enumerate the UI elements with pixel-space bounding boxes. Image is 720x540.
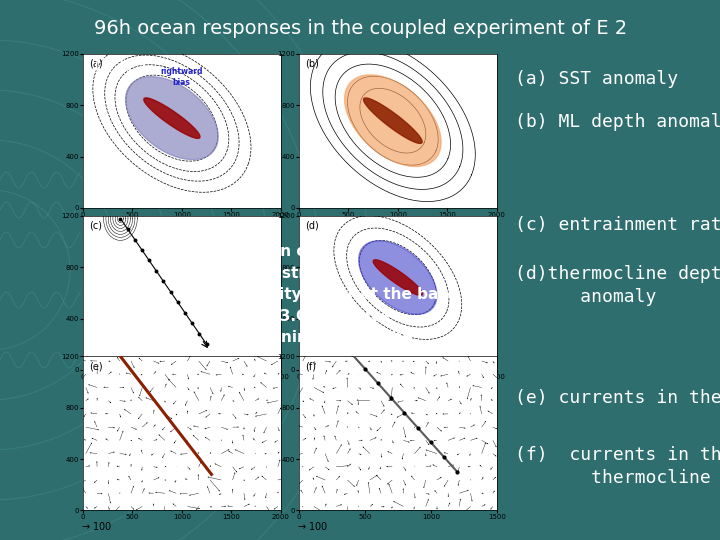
Text: (f): (f)	[305, 361, 316, 371]
Text: (b) ML depth anomaly: (b) ML depth anomaly	[515, 113, 720, 131]
Polygon shape	[373, 260, 423, 295]
Text: (E2C): (E2C)	[94, 57, 147, 76]
Text: (c) entrainment rate: (c) entrainment rate	[515, 216, 720, 234]
Text: (d)thermocline depth
      anomaly: (d)thermocline depth anomaly	[515, 265, 720, 306]
Text: (e) currents in the ML: (e) currents in the ML	[515, 389, 720, 407]
Polygon shape	[125, 77, 218, 160]
Text: (c): (c)	[89, 221, 102, 231]
Text: (b): (b)	[305, 59, 319, 69]
Text: (d): (d)	[305, 221, 318, 231]
Text: Function of
1.Wind stress
2.Velocity shear at the base
of ML   3.Convective
over: Function of 1.Wind stress 2.Velocity she…	[217, 244, 457, 346]
Polygon shape	[144, 98, 200, 138]
Polygon shape	[345, 75, 441, 166]
Text: (e): (e)	[89, 361, 102, 371]
Text: $\overrightarrow{\;\;\;}$ 100: $\overrightarrow{\;\;\;}$ 100	[81, 521, 112, 532]
Text: (f)  currents in the
       thermocline layer: (f) currents in the thermocline layer	[515, 446, 720, 487]
Text: $\overrightarrow{\;\;\;}$ 100: $\overrightarrow{\;\;\;}$ 100	[297, 521, 328, 532]
Text: 96h ocean responses in the coupled experiment of E 2: 96h ocean responses in the coupled exper…	[94, 19, 627, 38]
Text: rightward
bias: rightward bias	[161, 68, 203, 87]
Polygon shape	[359, 241, 437, 314]
Text: (a) SST anomaly: (a) SST anomaly	[515, 70, 678, 88]
Polygon shape	[364, 98, 422, 144]
Text: (a): (a)	[89, 59, 102, 69]
